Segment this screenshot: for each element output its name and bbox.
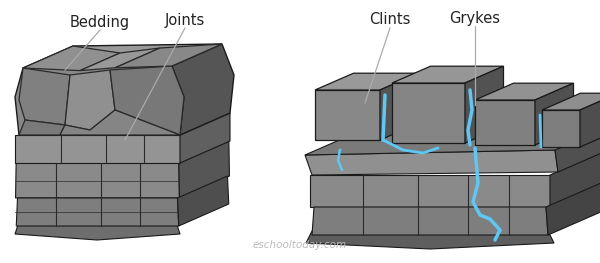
- Polygon shape: [475, 83, 574, 100]
- Text: eschooltoday.com: eschooltoday.com: [253, 240, 347, 250]
- Polygon shape: [550, 151, 600, 207]
- Polygon shape: [542, 93, 600, 110]
- Polygon shape: [115, 44, 222, 68]
- Polygon shape: [172, 44, 234, 135]
- Text: Grykes: Grykes: [449, 11, 500, 26]
- Polygon shape: [305, 150, 558, 175]
- Polygon shape: [23, 44, 222, 68]
- Polygon shape: [16, 163, 179, 198]
- Polygon shape: [178, 176, 229, 226]
- Polygon shape: [19, 68, 70, 125]
- Polygon shape: [312, 207, 548, 235]
- Polygon shape: [15, 222, 180, 240]
- Polygon shape: [380, 73, 419, 140]
- Polygon shape: [19, 120, 65, 135]
- Polygon shape: [310, 175, 550, 207]
- Polygon shape: [315, 90, 380, 140]
- Polygon shape: [546, 183, 600, 235]
- Polygon shape: [15, 66, 184, 135]
- Polygon shape: [305, 126, 600, 155]
- Polygon shape: [315, 73, 419, 90]
- Polygon shape: [555, 126, 600, 172]
- Polygon shape: [23, 46, 120, 70]
- Text: Bedding: Bedding: [70, 14, 130, 29]
- Polygon shape: [580, 93, 600, 147]
- Polygon shape: [465, 66, 503, 143]
- Polygon shape: [392, 66, 503, 83]
- Polygon shape: [179, 141, 229, 198]
- Polygon shape: [542, 110, 580, 147]
- Polygon shape: [535, 83, 574, 145]
- Polygon shape: [15, 135, 180, 163]
- Polygon shape: [392, 83, 465, 143]
- Text: Clints: Clints: [370, 13, 410, 28]
- Polygon shape: [180, 113, 230, 163]
- Polygon shape: [60, 110, 180, 135]
- Polygon shape: [306, 231, 554, 249]
- Polygon shape: [110, 66, 184, 135]
- Polygon shape: [80, 48, 160, 70]
- Text: Joints: Joints: [165, 13, 205, 28]
- Polygon shape: [65, 70, 115, 130]
- Polygon shape: [475, 100, 535, 145]
- Polygon shape: [16, 198, 179, 226]
